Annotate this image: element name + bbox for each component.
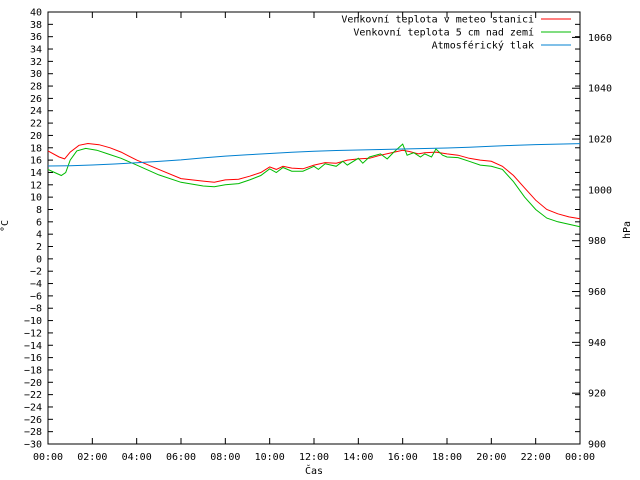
left-tick-label: 30 <box>30 69 42 80</box>
y-axis-title-left: °C <box>0 220 11 232</box>
left-tick-label: 24 <box>30 106 42 117</box>
x-tick-label: 00:00 <box>565 452 595 463</box>
series-line-2 <box>47 143 581 228</box>
right-tick-label: 940 <box>588 338 606 349</box>
plot-frame <box>47 11 581 445</box>
x-tick-label: 12:00 <box>299 452 329 463</box>
left-tick-label: 28 <box>30 82 42 93</box>
left-tick-label: −24 <box>24 402 42 413</box>
x-tick-label: 00:00 <box>33 452 63 463</box>
left-tick-label: 32 <box>30 57 42 68</box>
right-axis: 900 920 940 960 980 1000 1020 1040 1060 <box>572 33 612 451</box>
left-tick-label: −16 <box>24 353 42 364</box>
left-tick-label: −2 <box>30 267 42 278</box>
left-tick-label: 12 <box>30 180 42 191</box>
legend-label-1: Venkovní teplota v meteo stanici <box>341 14 534 26</box>
right-tick-label: 920 <box>588 389 606 400</box>
left-tick-label: −30 <box>24 440 42 451</box>
left-tick-label: 20 <box>30 131 42 142</box>
left-tick-label: −20 <box>24 378 42 389</box>
left-tick-label: 0 <box>36 254 42 265</box>
y-axis-title-right: hPa <box>622 221 633 239</box>
right-tick-label: 960 <box>588 287 606 298</box>
right-tick-label: 900 <box>588 440 606 451</box>
x-tick-label: 14:00 <box>343 452 373 463</box>
series-line-1 <box>47 142 581 220</box>
x-tick-label: 22:00 <box>521 452 551 463</box>
right-tick-label: 1020 <box>588 135 612 146</box>
left-tick-label: 36 <box>30 32 42 43</box>
left-tick-label: 8 <box>36 205 42 216</box>
right-tick-label: 1000 <box>588 185 612 196</box>
x-tick-label: 08:00 <box>210 452 240 463</box>
left-axis: −30−28−26−24−22−20−18−16−14−12−10−8−6−4−… <box>24 8 580 451</box>
left-tick-label: 18 <box>30 143 42 154</box>
left-tick-label: 10 <box>30 193 42 204</box>
left-tick-label: −26 <box>24 415 42 426</box>
left-tick-label: −22 <box>24 390 42 401</box>
x-tick-label: 16:00 <box>388 452 418 463</box>
left-tick-label: −14 <box>24 341 42 352</box>
x-tick-label: 06:00 <box>166 452 196 463</box>
right-tick-label: 980 <box>588 236 606 247</box>
x-tick-label: 02:00 <box>77 452 107 463</box>
left-tick-label: 14 <box>30 168 42 179</box>
left-tick-label: 34 <box>30 45 42 56</box>
x-tick-label: 10:00 <box>255 452 285 463</box>
left-tick-label: −10 <box>24 316 42 327</box>
legend: Venkovní teplota v meteo staniciVenkovní… <box>341 14 571 52</box>
left-tick-label: −28 <box>24 427 42 438</box>
left-tick-label: 4 <box>36 230 42 241</box>
left-tick-label: 38 <box>30 20 42 31</box>
left-tick-label: −12 <box>24 328 42 339</box>
legend-label-3: Atmosférický tlak <box>432 40 534 52</box>
series-lines <box>47 142 581 228</box>
left-tick-label: 2 <box>36 242 42 253</box>
left-tick-label: 26 <box>30 94 42 105</box>
right-tick-label: 1060 <box>588 33 612 44</box>
left-tick-label: −8 <box>30 304 42 315</box>
left-tick-label: −4 <box>30 279 42 290</box>
right-tick-label: 1040 <box>588 84 612 95</box>
left-tick-label: 22 <box>30 119 42 130</box>
x-axis-title: Čas <box>305 464 323 477</box>
left-tick-label: 6 <box>36 217 42 228</box>
left-tick-label: 40 <box>30 8 42 19</box>
left-tick-label: 16 <box>30 156 42 167</box>
legend-label-2: Venkovní teplota 5 cm nad zemí <box>353 27 534 39</box>
x-tick-label: 20:00 <box>476 452 506 463</box>
x-tick-label: 18:00 <box>432 452 462 463</box>
left-tick-label: −6 <box>30 291 42 302</box>
x-axis: 00:00 02:00 04:00 06:00 08:00 10:00 12:00 14:00… <box>33 12 595 463</box>
x-tick-label: 04:00 <box>122 452 152 463</box>
left-tick-label: −18 <box>24 365 42 376</box>
series-line-3 <box>47 143 581 167</box>
